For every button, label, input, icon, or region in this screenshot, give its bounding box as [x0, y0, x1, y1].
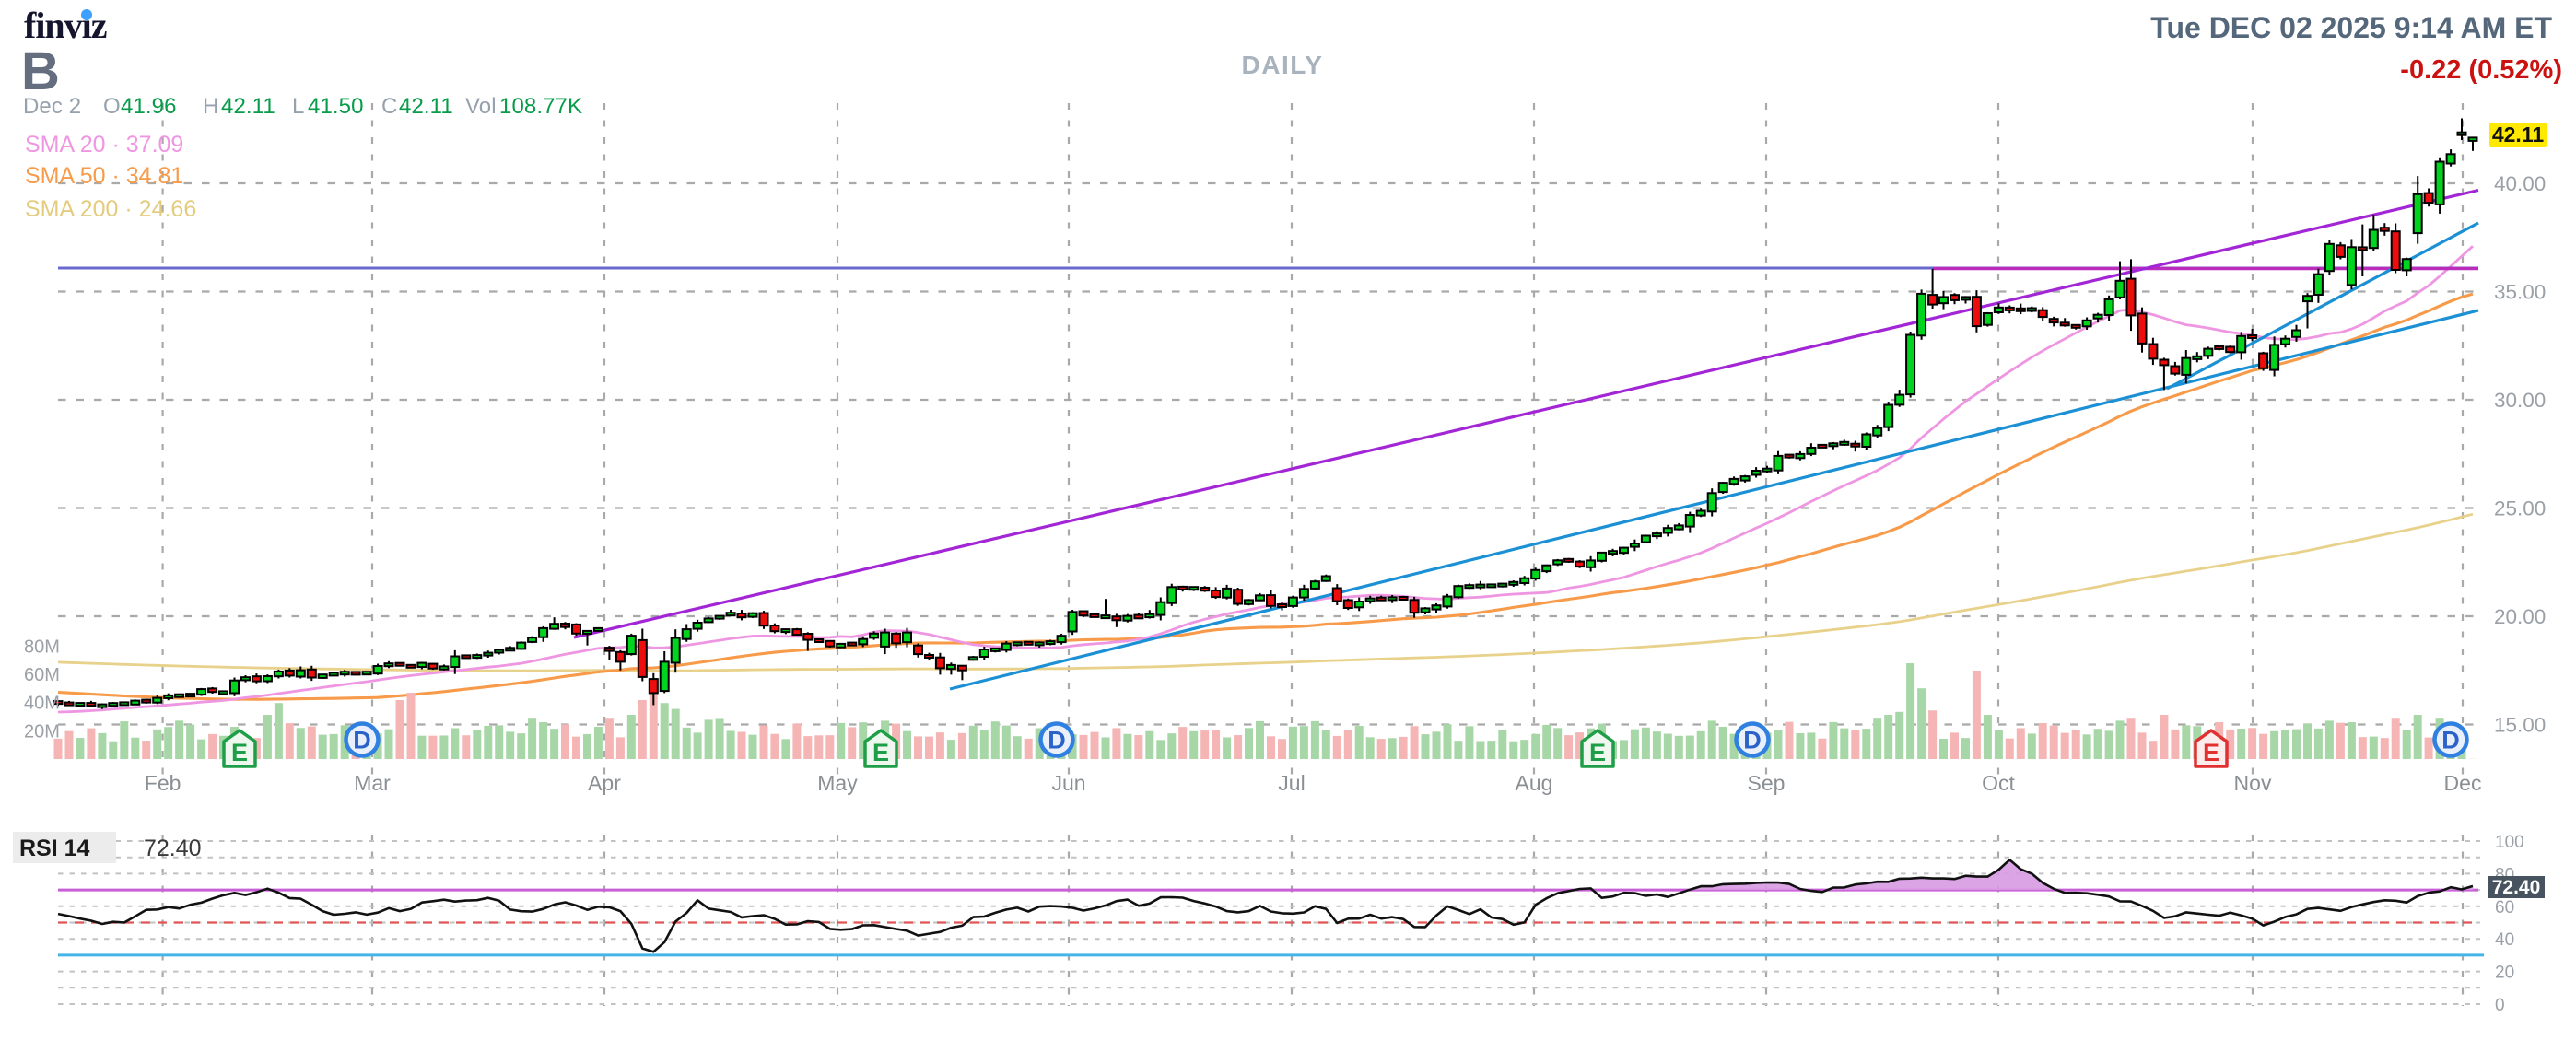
svg-text:B: B: [21, 41, 60, 101]
svg-text:80M: 80M: [24, 637, 60, 658]
svg-text:Sep: Sep: [1748, 771, 1786, 795]
svg-text:25.00: 25.00: [2494, 497, 2546, 520]
svg-text:C: C: [381, 94, 397, 119]
svg-text:SMA 20 · 37.09: SMA 20 · 37.09: [25, 132, 183, 158]
svg-text:D: D: [353, 727, 371, 754]
svg-text:108.77K: 108.77K: [499, 94, 582, 119]
svg-text:L: L: [292, 94, 304, 119]
svg-text:40.00: 40.00: [2494, 172, 2546, 195]
svg-text:finviz: finviz: [24, 5, 107, 46]
svg-text:Jul: Jul: [1278, 771, 1305, 795]
svg-text:20: 20: [2495, 964, 2514, 983]
svg-text:42.11: 42.11: [2492, 123, 2544, 146]
svg-text:D: D: [1743, 727, 1762, 754]
svg-text:Vol: Vol: [465, 94, 497, 119]
svg-text:Jun: Jun: [1051, 771, 1085, 795]
svg-text:30.00: 30.00: [2494, 389, 2546, 412]
svg-text:41.96: 41.96: [121, 94, 177, 119]
svg-text:E: E: [2203, 739, 2219, 766]
svg-text:35.00: 35.00: [2494, 281, 2546, 304]
svg-text:41.50: 41.50: [308, 94, 364, 119]
svg-text:D: D: [1048, 727, 1066, 754]
svg-text:Apr: Apr: [588, 771, 621, 795]
svg-text:D: D: [2441, 727, 2460, 754]
svg-text:E: E: [872, 739, 889, 766]
svg-text:20M: 20M: [24, 722, 60, 742]
svg-text:Dec 2: Dec 2: [23, 94, 81, 119]
svg-text:SMA 50 · 34.81: SMA 50 · 34.81: [25, 163, 183, 189]
svg-text:Dec: Dec: [2444, 771, 2482, 795]
svg-text:Mar: Mar: [354, 771, 391, 795]
svg-text:60M: 60M: [24, 665, 60, 685]
svg-text:H: H: [203, 94, 218, 119]
svg-text:42.11: 42.11: [221, 94, 275, 119]
svg-text:Nov: Nov: [2234, 771, 2272, 795]
svg-text:40M: 40M: [24, 694, 60, 714]
svg-text:-0.22 (0.52%): -0.22 (0.52%): [2400, 55, 2562, 85]
svg-text:O: O: [103, 94, 121, 119]
svg-text:40: 40: [2495, 930, 2514, 950]
svg-text:Aug: Aug: [1516, 771, 1553, 795]
svg-text:DAILY: DAILY: [1242, 51, 1324, 79]
svg-text:0: 0: [2495, 996, 2505, 1015]
svg-text:E: E: [1589, 739, 1606, 766]
svg-text:May: May: [817, 771, 858, 795]
svg-text:20.00: 20.00: [2494, 605, 2546, 628]
svg-text:SMA 200 · 24.66: SMA 200 · 24.66: [25, 196, 196, 222]
svg-text:15.00: 15.00: [2494, 714, 2546, 737]
svg-text:100: 100: [2495, 833, 2524, 852]
svg-text:72.40: 72.40: [144, 836, 202, 861]
svg-text:E: E: [231, 739, 248, 766]
svg-text:60: 60: [2495, 898, 2514, 917]
svg-text:Feb: Feb: [145, 771, 181, 795]
svg-text:Oct: Oct: [1982, 771, 2015, 795]
svg-text:42.11: 42.11: [399, 94, 453, 119]
svg-text:Tue DEC 02 2025 9:14 AM ET: Tue DEC 02 2025 9:14 AM ET: [2150, 11, 2552, 44]
svg-text:RSI 14: RSI 14: [19, 836, 90, 861]
svg-text:72.40: 72.40: [2492, 877, 2541, 898]
